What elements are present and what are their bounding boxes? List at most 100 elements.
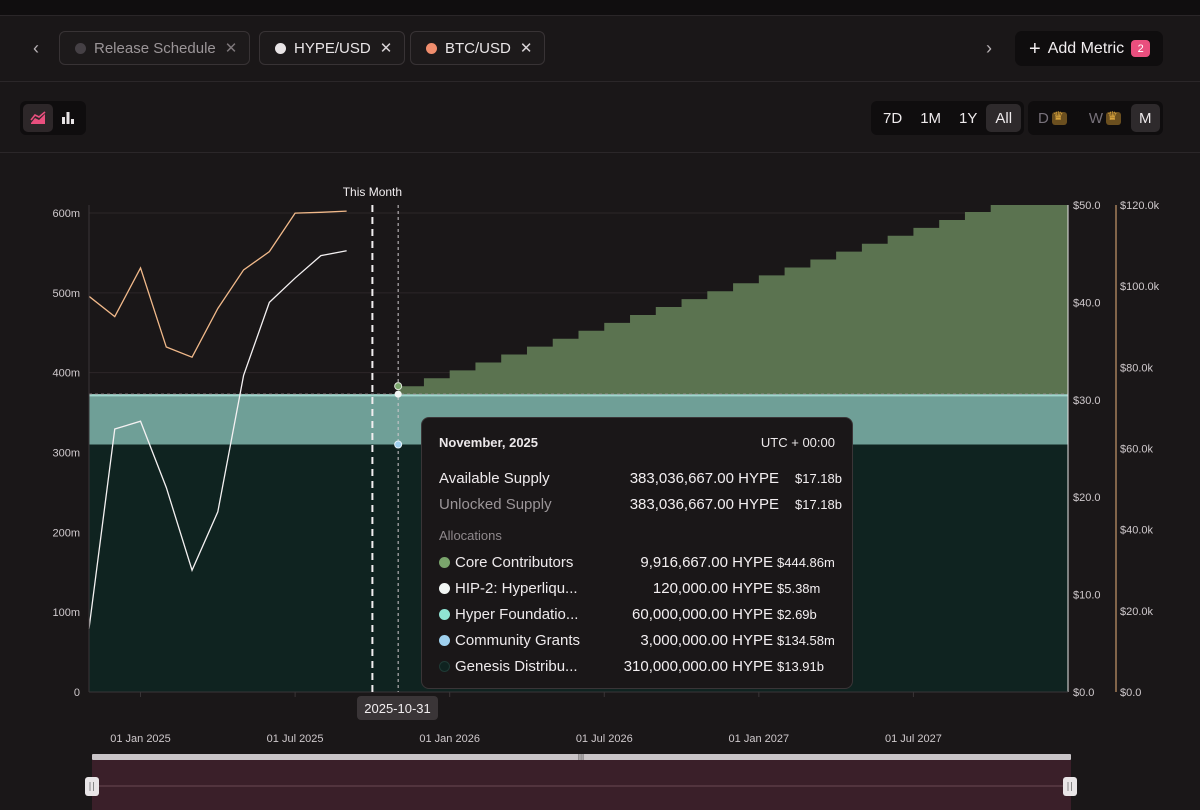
metric-tab-bar: ‹ Release Schedule ✕ HYPE/USD ✕ BTC/USD … (0, 16, 1200, 82)
allocation-swatch (439, 660, 450, 672)
y-right-hype-tick-label: $50.0 (1073, 200, 1101, 212)
row-label: HIP-2: Hyperliqu... (455, 579, 578, 597)
row-usd: $13.91b (777, 658, 824, 674)
add-metric-button[interactable]: + Add Metric 2 (1015, 31, 1163, 66)
allocation-row: Core Contributors 9,916,667.00 HYPE $444… (439, 551, 835, 573)
interval-day-button[interactable]: D (1031, 104, 1074, 132)
tooltip-timezone: UTC + 00:00 (760, 435, 835, 450)
row-label: Hyper Foundatio... (455, 605, 579, 623)
area-chart-button[interactable] (23, 104, 53, 132)
x-tick-label: 01 Jan 2026 (419, 733, 480, 745)
y-right-btc-tick-label: $20.0k (1120, 606, 1154, 618)
range-1y-button[interactable]: 1Y (959, 109, 978, 127)
y-right-hype-tick-label: $40.0 (1073, 297, 1101, 309)
y-right-hype-tick-label: $0.0 (1073, 687, 1094, 699)
y-left-tick-label: 600m (52, 208, 80, 220)
close-icon[interactable]: ✕ (379, 40, 393, 57)
this-month-label: This Month (343, 185, 402, 199)
hover-point-grants (394, 440, 403, 449)
y-right-btc-tick-label: $40.0k (1120, 525, 1154, 537)
chart-type-toggle (20, 101, 86, 135)
chart-toolbar: 7D 1M 1Y All D W M (0, 83, 1200, 153)
time-range-selector: 7D 1M 1Y All (871, 101, 1025, 135)
scrubber-top-bar (92, 754, 1071, 760)
core-contributors-area (398, 205, 1068, 395)
grants-area (89, 394, 1068, 397)
allocation-swatch (439, 582, 450, 594)
row-usd: $134.58m (777, 632, 835, 648)
y-right-btc-tick-label: $80.0k (1120, 362, 1154, 374)
row-usd: $5.38m (777, 580, 821, 596)
row-amount: 3,000,000.00 HYPE (640, 631, 773, 649)
row-label: Unlocked Supply (439, 495, 552, 513)
y-right-hype-tick-label: $10.0 (1073, 590, 1101, 602)
plus-icon: + (1029, 37, 1041, 60)
tab-label: Release Schedule (94, 39, 216, 57)
y-left-tick-label: 500m (52, 288, 80, 300)
allocation-row: HIP-2: Hyperliqu... 120,000.00 HYPE $5.3… (439, 577, 835, 599)
row-amount: 9,916,667.00 HYPE (640, 553, 773, 571)
tab-hype-usd[interactable]: HYPE/USD ✕ (259, 31, 406, 65)
allocation-row: Community Grants 3,000,000.00 HYPE $134.… (439, 629, 835, 651)
row-usd: $444.86m (777, 554, 835, 570)
y-left-tick-label: 0 (74, 687, 80, 699)
chevron-left-icon: ‹ (33, 37, 39, 58)
series-color-dot (275, 42, 286, 54)
y-left-tick-label: 300m (52, 447, 80, 459)
row-amount: 383,036,667.00 HYPE (629, 495, 779, 513)
interval-label: W (1088, 109, 1104, 127)
chart-panel: ‹ Release Schedule ✕ HYPE/USD ✕ BTC/USD … (0, 15, 1200, 810)
row-amount: 383,036,667.00 HYPE (629, 469, 779, 487)
row-usd: $17.18b (795, 496, 842, 512)
allocation-swatch (439, 608, 450, 620)
tab-release-schedule[interactable]: Release Schedule ✕ (59, 31, 251, 65)
y-left-tick-label: 200m (52, 527, 80, 539)
range-all-button[interactable]: All (986, 104, 1022, 132)
scrubber-grip-icon: ||| (578, 753, 584, 762)
x-tick-label: 01 Jan 2027 (729, 733, 790, 745)
allocation-row: Hyper Foundatio... 60,000,000.00 HYPE $2… (439, 603, 835, 625)
range-7d-button[interactable]: 7D (883, 109, 903, 127)
scrubber-right-handle[interactable] (1063, 777, 1077, 796)
row-amount: 310,000,000.00 HYPE (623, 657, 773, 675)
interval-month-button[interactable]: M (1131, 104, 1160, 132)
area-chart-icon (30, 111, 46, 124)
y-right-hype-tick-label: $30.0 (1073, 395, 1101, 407)
row-label: Core Contributors (455, 553, 574, 571)
range-1m-button[interactable]: 1M (920, 109, 942, 127)
y-right-btc-tick-label: $100.0k (1120, 281, 1160, 293)
row-label: Community Grants (455, 631, 581, 649)
interval-week-button[interactable]: W (1082, 104, 1128, 132)
row-amount: 120,000.00 HYPE (652, 579, 773, 597)
interval-selector: D W M (1028, 101, 1163, 135)
scrubber-left-handle[interactable] (85, 777, 99, 796)
allocation-swatch (439, 556, 450, 568)
metric-count-badge: 2 (1131, 40, 1151, 57)
hover-point-hip2 (394, 390, 402, 398)
chart-tooltip: November, 2025 UTC + 00:00 Available Sup… (421, 417, 853, 689)
crown-icon (1106, 109, 1122, 125)
bar-chart-icon (62, 112, 74, 124)
row-amount: 60,000,000.00 HYPE (632, 605, 773, 623)
series-color-dot (75, 42, 86, 54)
crown-icon (1051, 109, 1067, 125)
add-metric-label: Add Metric (1047, 39, 1125, 57)
tab-btc-usd[interactable]: BTC/USD ✕ (410, 31, 546, 65)
y-left-tick-label: 100m (52, 607, 80, 619)
row-label: Available Supply (439, 469, 550, 487)
next-tabs-button[interactable]: › (977, 34, 1001, 62)
hover-date-pill: 2025-10-31 (357, 696, 438, 720)
bar-chart-button[interactable] (53, 104, 83, 132)
allocations-heading: Allocations (439, 528, 502, 543)
close-icon[interactable]: ✕ (224, 40, 238, 57)
interval-label: D (1038, 109, 1049, 127)
tooltip-date: November, 2025 (439, 435, 539, 450)
allocation-row: Genesis Distribu... 310,000,000.00 HYPE … (439, 655, 835, 677)
close-icon[interactable]: ✕ (519, 40, 533, 57)
row-usd: $17.18b (795, 470, 842, 486)
row-usd: $2.69b (777, 606, 817, 622)
series-color-dot (426, 42, 437, 54)
prev-tabs-button[interactable]: ‹ (24, 34, 48, 62)
btc-usd-line (88, 210, 347, 359)
y-right-btc-tick-label: $120.0k (1120, 200, 1160, 212)
